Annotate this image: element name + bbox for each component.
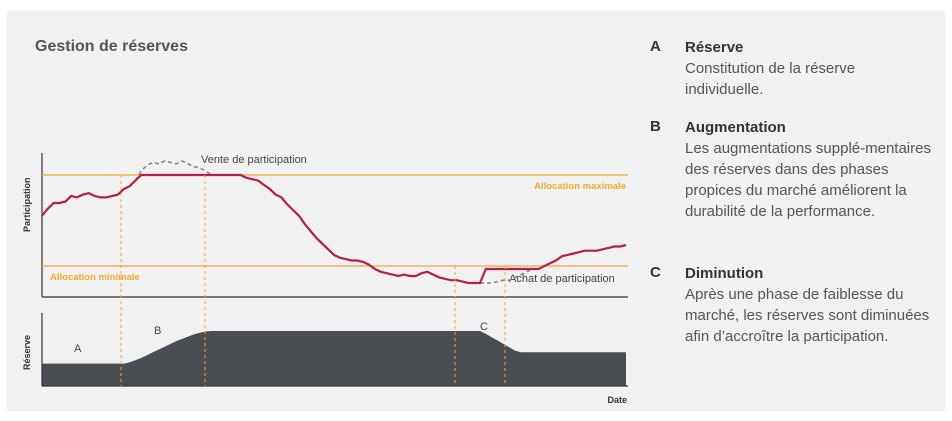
max-allocation-label: Allocation maximale	[534, 181, 626, 192]
legend-letter: A	[650, 38, 661, 55]
hypothetical-participation-line	[134, 160, 533, 284]
phase-label-b: B	[154, 325, 161, 337]
chart-title: Gestion de réserves	[35, 38, 188, 55]
legend-heading: Augmentation	[685, 119, 786, 136]
legend-item-c: C Diminution Après une phase de faibless…	[650, 264, 950, 347]
buy-annotation: Achat de participation	[509, 273, 615, 285]
legend-item-a: A Réserve Constitution de la réserve ind…	[650, 38, 950, 118]
legend: A Réserve Constitution de la réserve ind…	[650, 38, 950, 347]
legend-item-b: B Augmentation Les augmentations supplé-…	[650, 118, 950, 264]
min-allocation-label: Allocation minimale	[50, 272, 140, 283]
legend-text: Après une phase de faiblesse du marché, …	[685, 286, 930, 345]
x-axis-label: Date	[607, 395, 627, 405]
sell-annotation: Vente de participation	[201, 154, 307, 166]
reserve-area	[42, 331, 626, 386]
participation-line	[41, 173, 627, 285]
top-y-label: Participation	[22, 177, 32, 232]
phase-label-a: A	[74, 343, 82, 355]
legend-heading: Réserve	[685, 39, 744, 56]
bottom-y-label: Réserve	[22, 335, 32, 370]
legend-heading: Diminution	[685, 265, 764, 282]
legend-letter: C	[650, 264, 661, 281]
legend-letter: B	[650, 118, 661, 135]
legend-text: Les augmentations supplé-mentaires des r…	[685, 140, 931, 220]
phase-label-c: C	[480, 321, 488, 333]
legend-text: Constitution de la réserve individuelle.	[685, 60, 856, 98]
